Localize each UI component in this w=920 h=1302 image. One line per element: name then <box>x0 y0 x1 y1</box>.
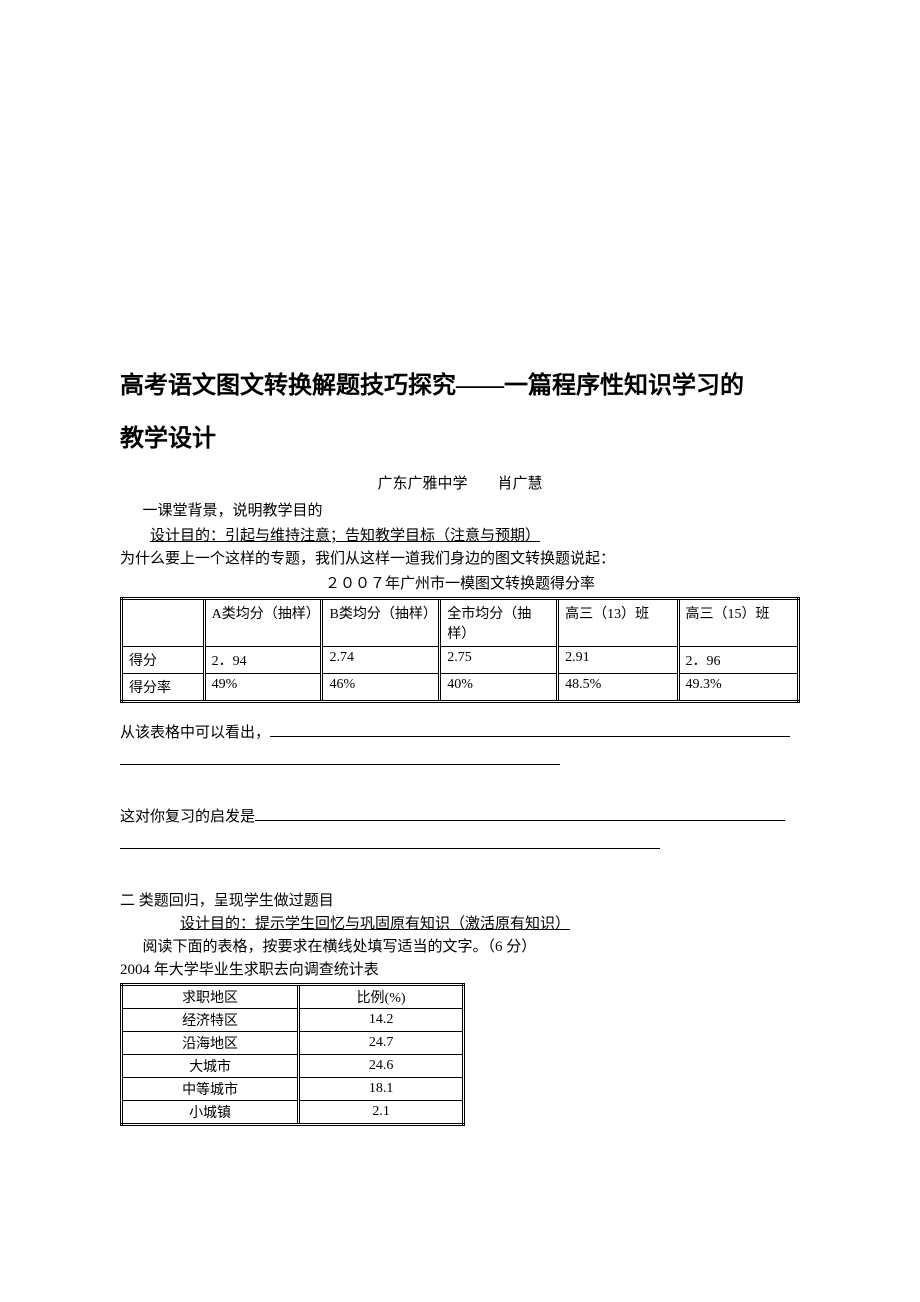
document-page: 高考语文图文转换解题技巧探究——一篇程序性知识学习的 教学设计 广东广雅中学 肖… <box>0 0 920 1302</box>
section1-intro: 为什么要上一个这样的专题，我们从这样一道我们身边的图文转换题说起： <box>120 547 800 568</box>
table1-r0-c1: 2.74 <box>322 646 440 673</box>
fill-in-2: 这对你复习的启发是 <box>120 805 800 826</box>
table1-r0-c3: 2.91 <box>558 646 678 673</box>
table-row: 得分率 49% 46% 40% 48.5% 49.3% <box>122 673 799 701</box>
table1-r1-c3: 48.5% <box>558 673 678 701</box>
table-row: A类均分（抽样） B类均分（抽样） 全市均分（抽样） 高三（13）班 高三（15… <box>122 598 799 646</box>
title-line-2: 教学设计 <box>120 426 216 452</box>
blank-line <box>270 721 790 737</box>
section2-design-purpose: 设计目的：提示学生回忆与巩固原有知识（激活原有知识） <box>120 912 800 933</box>
table2-r3-c0: 中等城市 <box>122 1077 299 1100</box>
table2-col1: 比例(%) <box>299 984 464 1008</box>
table1-col2: B类均分（抽样） <box>322 598 440 646</box>
fill2-prefix: 这对你复习的启发是 <box>120 809 255 825</box>
section2-heading: 二 类题回归，呈现学生做过题目 <box>120 889 800 910</box>
table-row: 得分 2．94 2.74 2.75 2.91 2．96 <box>122 646 799 673</box>
table2-r1-c1: 24.7 <box>299 1031 464 1054</box>
section1-design-purpose: 设计目的：引起与维持注意；告知教学目标（注意与预期） <box>120 524 800 545</box>
table2-r4-c1: 2.1 <box>299 1100 464 1124</box>
table1-col1: A类均分（抽样） <box>204 598 322 646</box>
table1-col0 <box>122 598 205 646</box>
fill1-prefix: 从该表格中可以看出， <box>120 725 270 741</box>
table2-r2-c1: 24.6 <box>299 1054 464 1077</box>
table2-col0: 求职地区 <box>122 984 299 1008</box>
table-row: 经济特区 14.2 <box>122 1008 464 1031</box>
table1-col5: 高三（15）班 <box>678 598 798 646</box>
table2-r1-c0: 沿海地区 <box>122 1031 299 1054</box>
table-row: 大城市 24.6 <box>122 1054 464 1077</box>
score-rate-table: A类均分（抽样） B类均分（抽样） 全市均分（抽样） 高三（13）班 高三（15… <box>120 597 800 703</box>
table1-r1-c2: 40% <box>440 673 558 701</box>
fill-in-1: 从该表格中可以看出， <box>120 721 800 742</box>
section1-heading: 一课堂背景，说明教学目的 <box>120 499 800 520</box>
table2-r4-c0: 小城镇 <box>122 1100 299 1124</box>
table1-r0-c4: 2．96 <box>678 646 798 673</box>
table2-r0-c0: 经济特区 <box>122 1008 299 1031</box>
table-row: 中等城市 18.1 <box>122 1077 464 1100</box>
table2-r0-c1: 14.2 <box>299 1008 464 1031</box>
table2-r2-c0: 大城市 <box>122 1054 299 1077</box>
table1-r1-c1: 46% <box>322 673 440 701</box>
table1-caption: ２００７年广州市一模图文转换题得分率 <box>120 572 800 593</box>
table-row: 求职地区 比例(%) <box>122 984 464 1008</box>
table1-r0-c2: 2.75 <box>440 646 558 673</box>
table1-col4: 高三（13）班 <box>558 598 678 646</box>
table1-r1-label: 得分率 <box>122 673 205 701</box>
table1-r0-c0: 2．94 <box>204 646 322 673</box>
blank-line <box>255 805 785 821</box>
table2-r3-c1: 18.1 <box>299 1077 464 1100</box>
blank-line <box>120 832 660 849</box>
table2-caption: 2004 年大学毕业生求职去向调查统计表 <box>120 958 800 979</box>
table1-r1-c4: 49.3% <box>678 673 798 701</box>
blank-line <box>120 748 560 765</box>
table1-r1-c0: 49% <box>204 673 322 701</box>
table1-r0-label: 得分 <box>122 646 205 673</box>
document-title: 高考语文图文转换解题技巧探究——一篇程序性知识学习的 教学设计 <box>120 360 800 466</box>
title-line-1: 高考语文图文转换解题技巧探究——一篇程序性知识学习的 <box>120 373 744 399</box>
table1-col3: 全市均分（抽样） <box>440 598 558 646</box>
section2-instruction: 阅读下面的表格，按要求在横线处填写适当的文字。（6 分） <box>120 935 800 956</box>
table-row: 小城镇 2.1 <box>122 1100 464 1124</box>
job-survey-table: 求职地区 比例(%) 经济特区 14.2 沿海地区 24.7 大城市 24.6 … <box>120 983 465 1126</box>
author-line: 广东广雅中学 肖广慧 <box>120 472 800 493</box>
table-row: 沿海地区 24.7 <box>122 1031 464 1054</box>
